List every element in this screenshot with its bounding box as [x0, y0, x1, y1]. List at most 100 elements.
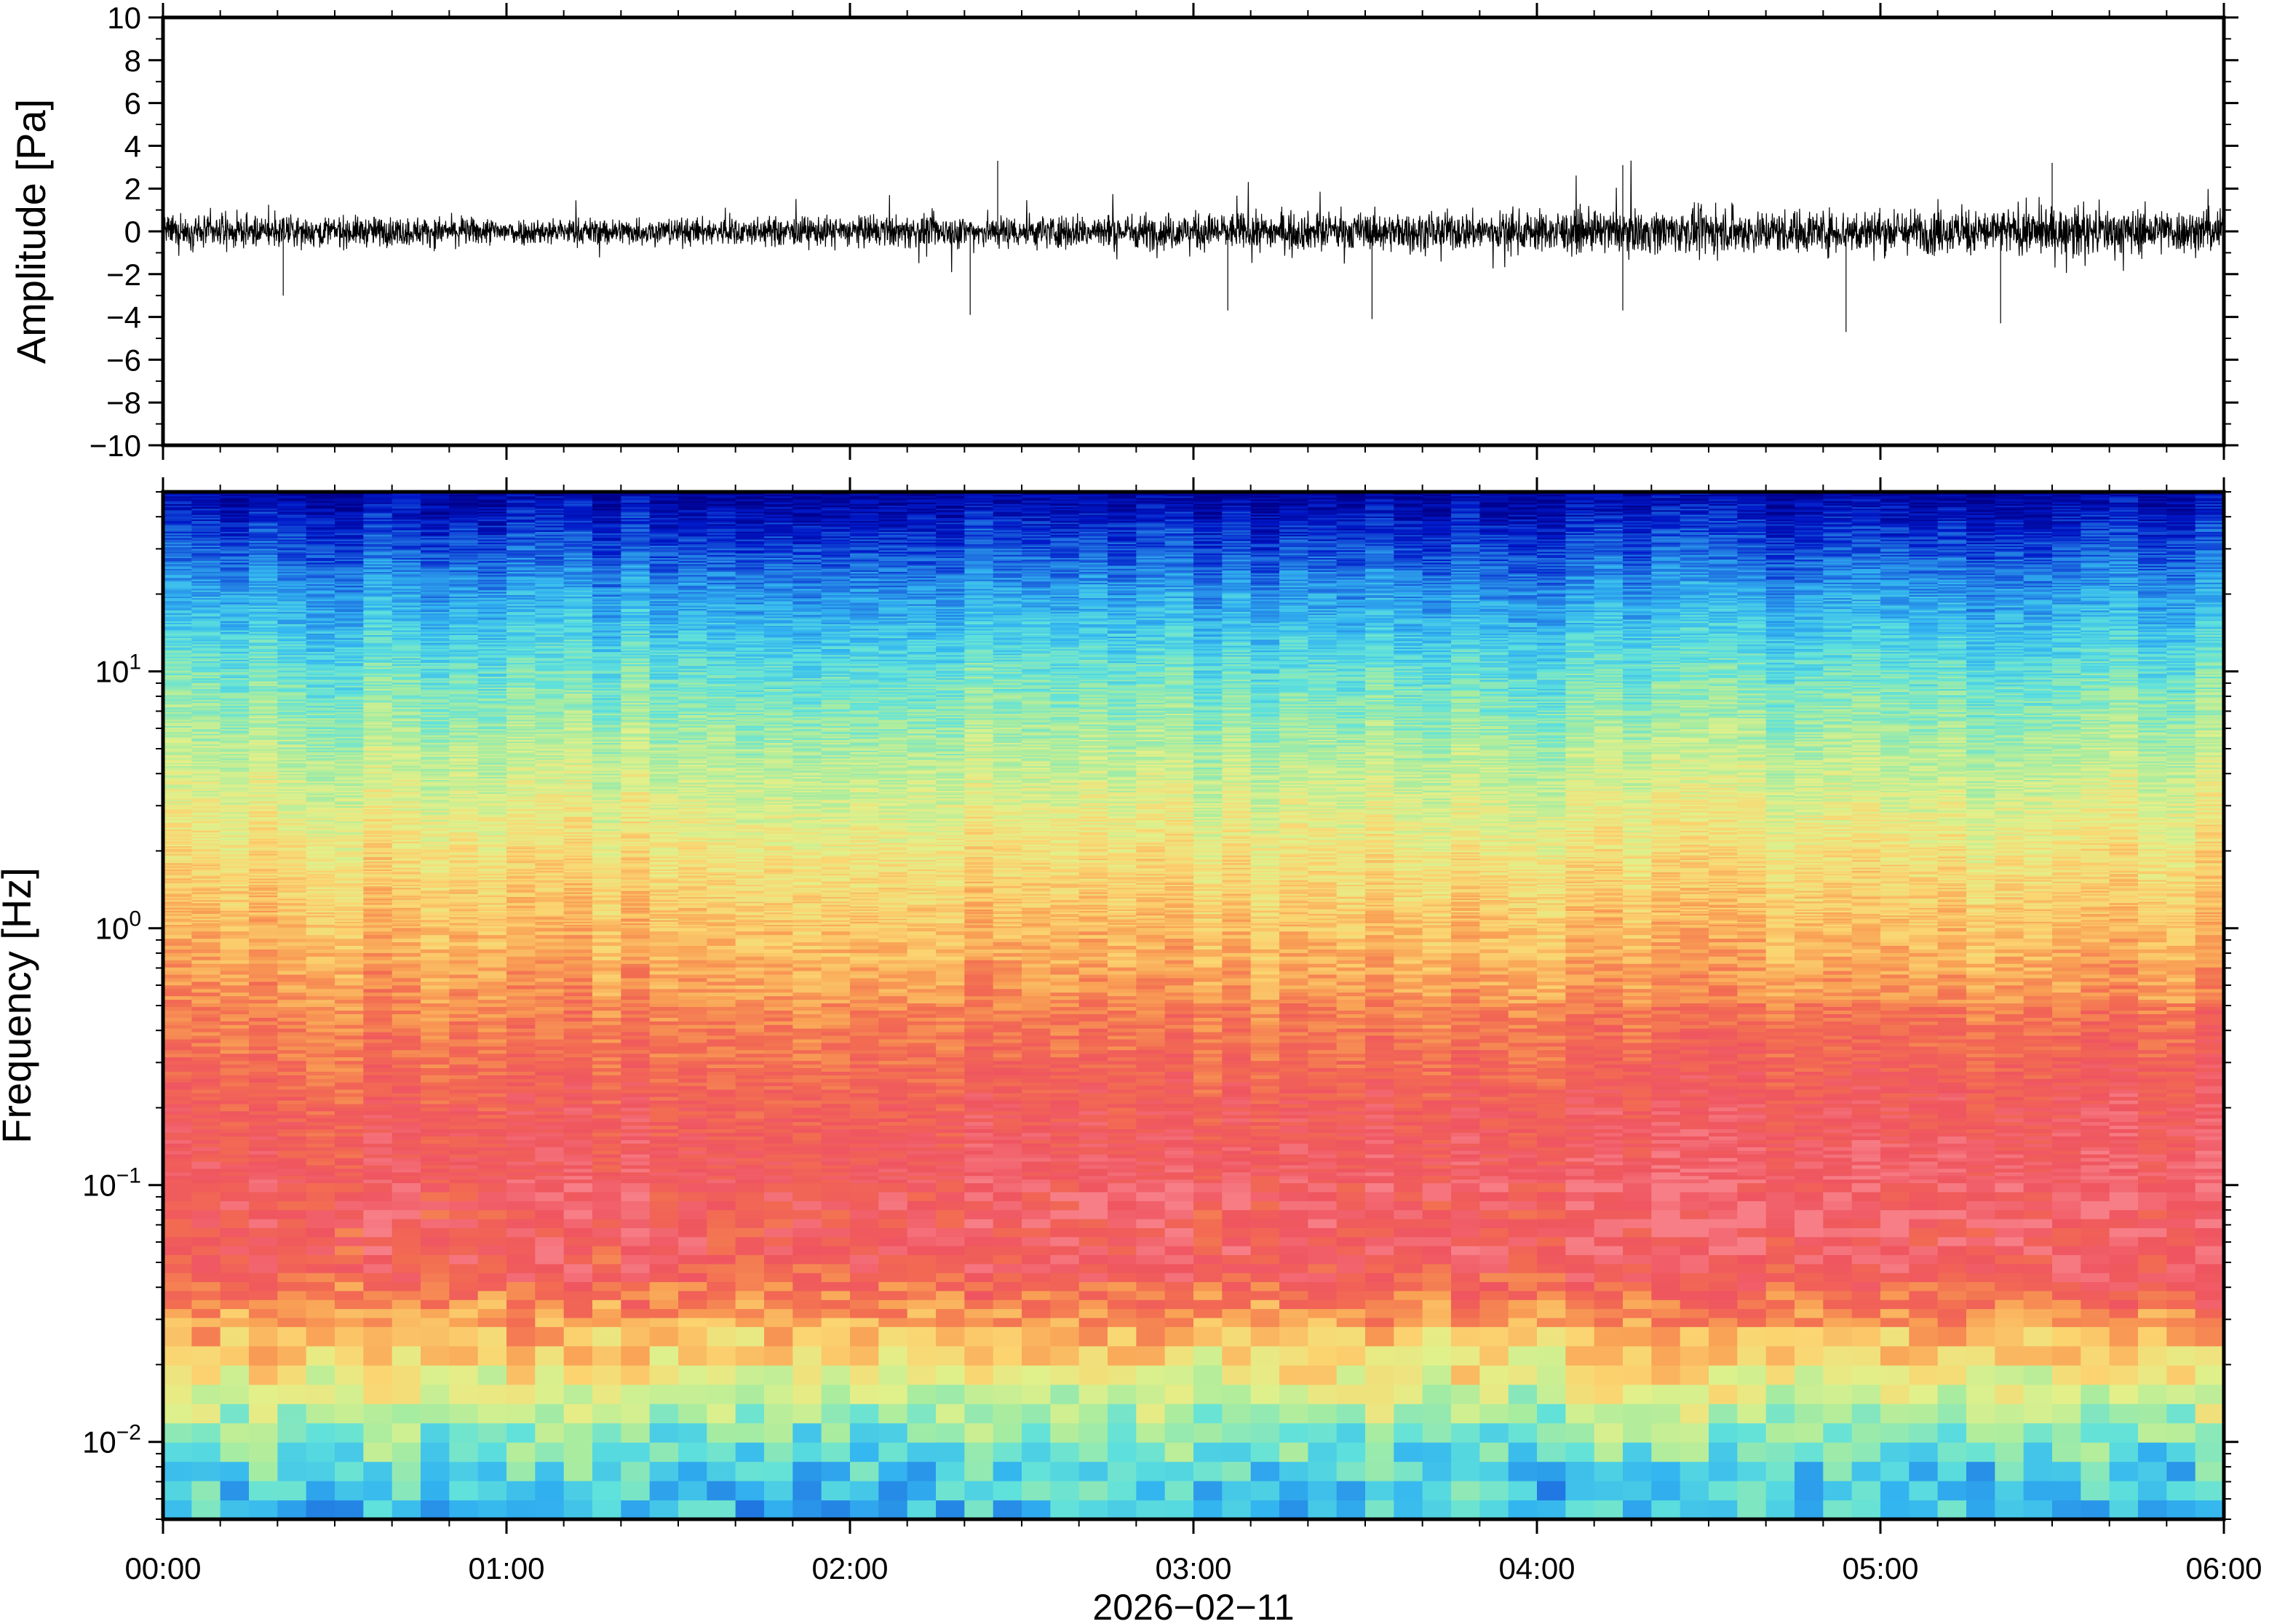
spectrogram-cell — [1050, 1046, 1080, 1051]
spectrogram-cell — [1623, 1089, 1652, 1094]
spectrogram-cell — [1651, 1481, 1681, 1501]
spectrogram-cell — [306, 1096, 335, 1101]
spectrogram-cell — [191, 1046, 221, 1051]
spectrogram-cell — [1193, 1461, 1223, 1481]
spectrogram-cell — [1995, 1227, 2024, 1238]
spectrogram-cell — [2109, 1384, 2139, 1404]
spectrogram-cell — [1479, 1053, 1509, 1058]
spectrogram-cell — [1709, 1236, 1738, 1246]
spectrogram-cell — [563, 1093, 593, 1097]
spectrogram-cell — [821, 1191, 851, 1201]
spectrogram-cell — [1823, 1064, 1853, 1069]
spectrogram-cell — [477, 1114, 507, 1119]
spectrogram-cell — [1193, 1500, 1223, 1519]
spectrogram-cell — [1078, 1168, 1108, 1173]
spectrogram-cell — [792, 1147, 822, 1151]
spectrogram-cell — [2023, 1129, 2053, 1133]
spectrogram-cell — [707, 1082, 736, 1086]
spectrogram-cell — [1164, 1110, 1194, 1115]
spectrogram-cell — [1222, 1136, 1252, 1140]
spectrogram-cell — [1279, 1035, 1308, 1040]
spectrogram-cell — [2081, 1254, 2110, 1265]
spectrogram-cell — [621, 1035, 651, 1040]
spectrogram-cell — [649, 1161, 679, 1166]
spectrogram-cell — [1451, 1365, 1480, 1385]
spectrogram-cell — [1795, 1461, 1824, 1481]
spectrogram-cell — [2109, 1114, 2139, 1119]
spectrogram-cell — [1336, 1179, 1366, 1184]
spectrogram-cell — [421, 1365, 450, 1385]
spectrogram-cell — [1336, 1154, 1366, 1158]
spectrogram-cell — [907, 1086, 937, 1090]
spectrogram-cell — [1851, 1082, 1881, 1086]
spectrogram-cell — [191, 1067, 221, 1072]
spectrogram-cell — [964, 1136, 994, 1140]
spectrogram-cell — [850, 1384, 879, 1404]
spectrogram-cell — [1737, 1442, 1767, 1462]
spectrogram-cell — [1050, 1067, 1080, 1072]
spectrogram-cell — [1966, 1075, 1995, 1079]
spectrogram-cell — [1479, 1182, 1509, 1193]
spectrogram-cell — [163, 1067, 192, 1072]
spectrogram-cell — [1222, 1236, 1252, 1246]
spectrogram-cell — [1937, 1046, 1967, 1051]
spectrogram-cell — [993, 1107, 1022, 1112]
spectrogram-cell — [1765, 1121, 1795, 1126]
spectrogram-cell — [621, 1182, 651, 1193]
spectrogram-cell — [421, 1121, 450, 1126]
spectrogram-cell — [1078, 1164, 1108, 1169]
spectrogram-cell — [1078, 1042, 1108, 1047]
spectrogram-cell — [792, 1161, 822, 1166]
spectrogram-cell — [621, 1218, 651, 1228]
waveform-trace — [163, 160, 2224, 333]
spectrogram-cell — [1050, 1191, 1080, 1201]
spectrogram-cell — [1709, 1118, 1738, 1123]
spectrogram-cell — [707, 1093, 736, 1097]
spectrogram-cell — [477, 1028, 507, 1032]
spectrogram-cell — [363, 1384, 393, 1404]
spectrogram-cell — [1136, 1345, 1166, 1366]
spectrogram-cell — [2138, 1273, 2167, 1283]
spectrogram-cell — [1394, 1154, 1423, 1158]
spectrogram-cell — [363, 1089, 393, 1094]
spectrogram-cell — [1222, 1263, 1252, 1273]
spectrogram-cell — [1250, 1096, 1280, 1101]
spectrogram-cell — [850, 1125, 879, 1130]
spectrogram-cell — [764, 1143, 793, 1147]
spectrogram-cell — [1078, 1308, 1108, 1318]
spectrogram-cell — [1164, 1500, 1194, 1519]
spectrogram-cell — [678, 1384, 707, 1404]
spectrogram-cell — [1966, 1182, 1995, 1193]
spectrogram-cell — [1937, 1121, 1967, 1126]
spectrogram-cell — [1022, 1067, 1051, 1072]
spectrogram-cell — [1565, 1082, 1595, 1086]
spectrogram-cell — [1909, 1191, 1939, 1201]
spectrogram-cell — [1680, 1171, 1709, 1177]
spectrogram-cell — [592, 1129, 621, 1133]
spectrogram-cell — [1250, 1139, 1280, 1144]
spectrogram-cell — [1623, 1154, 1652, 1158]
spectrogram-cell — [1193, 1096, 1223, 1101]
spectrogram-cell — [621, 1179, 651, 1184]
spectrogram-cell — [1651, 1500, 1681, 1519]
spectrogram-cell — [592, 1179, 621, 1184]
spectrogram-cell — [363, 1028, 393, 1032]
spectrogram-cell — [850, 1308, 879, 1318]
spectrogram-cell — [1479, 1075, 1509, 1079]
spectrogram-cell — [2052, 1182, 2081, 1193]
spectrogram-cell — [2166, 1150, 2196, 1155]
spectrogram-cell — [678, 1096, 707, 1101]
spectrogram-cell — [1279, 1056, 1308, 1062]
spectrogram-cell — [1279, 1028, 1308, 1032]
spectrogram-cell — [1737, 1290, 1767, 1300]
spectrogram-cell — [1623, 1191, 1652, 1201]
spectrogram-cell — [1966, 1308, 1995, 1318]
spectrogram-cell — [1594, 1067, 1624, 1072]
spectrogram-cell — [421, 1042, 450, 1047]
spectrogram-cell — [277, 1042, 307, 1047]
spectrogram-cell — [2109, 1049, 2139, 1054]
spectrogram-cell — [1222, 1175, 1252, 1180]
spectrogram-cell — [878, 1125, 908, 1130]
spectrogram-cell — [850, 1064, 879, 1069]
spectrogram-cell — [1680, 1082, 1709, 1086]
